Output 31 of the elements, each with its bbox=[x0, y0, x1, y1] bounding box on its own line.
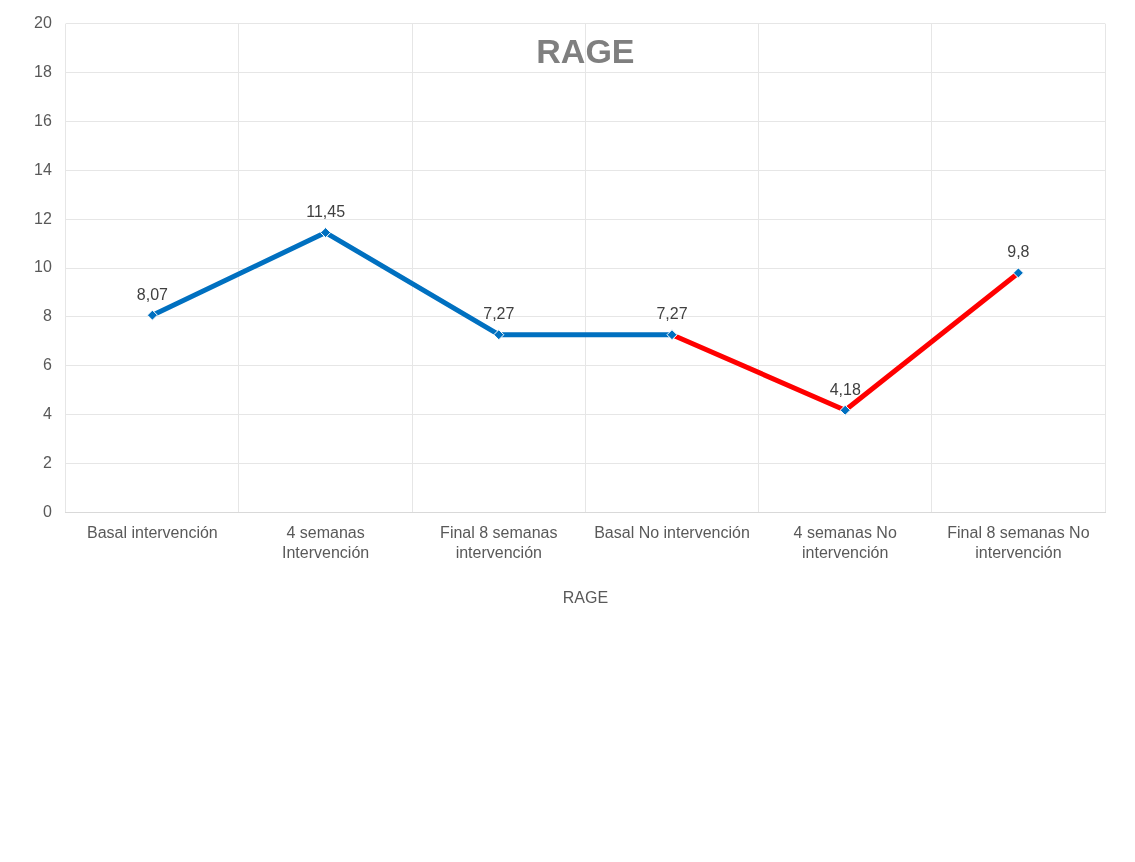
y-tick-label: 2 bbox=[42, 453, 52, 471]
point bbox=[146, 309, 158, 321]
x-tick-label: 4 semanas No intervención bbox=[793, 524, 897, 561]
x-tick-label: Final 8 semanas No intervención bbox=[947, 524, 1090, 561]
y-tick-label: 20 bbox=[34, 14, 52, 32]
x-tick-label: Final 8 semanas intervención bbox=[440, 524, 558, 561]
point bbox=[320, 227, 332, 239]
y-tick-label: 8 bbox=[42, 307, 52, 325]
x-tick-label: Basal intervención bbox=[87, 524, 218, 542]
y-tick-label: 4 bbox=[42, 405, 52, 423]
x-axis-title: RAGE bbox=[562, 588, 609, 606]
y-tick-label: 16 bbox=[34, 111, 52, 129]
chart-title: RAGE bbox=[536, 31, 635, 70]
point bbox=[839, 404, 851, 416]
data-label: 11,45 bbox=[306, 202, 346, 220]
data-label: 9,8 bbox=[1007, 243, 1030, 261]
y-tick-label: 14 bbox=[34, 160, 52, 178]
data-label: 7,27 bbox=[656, 305, 688, 323]
y-tick-label: 6 bbox=[42, 356, 52, 374]
point bbox=[493, 329, 505, 341]
point bbox=[666, 329, 678, 341]
data-label: 4,18 bbox=[829, 380, 861, 398]
y-tick-label: 12 bbox=[34, 209, 52, 227]
y-tick-label: 10 bbox=[34, 258, 52, 276]
y-tick-label: 18 bbox=[34, 62, 52, 80]
data-label: 8,07 bbox=[136, 285, 169, 303]
point bbox=[1012, 267, 1024, 279]
data-label: 7,27 bbox=[483, 305, 515, 323]
y-tick-label: 0 bbox=[42, 502, 52, 520]
x-tick-label: 4 semanas Intervención bbox=[282, 524, 370, 561]
x-tick-label: Basal No intervención bbox=[594, 524, 750, 542]
